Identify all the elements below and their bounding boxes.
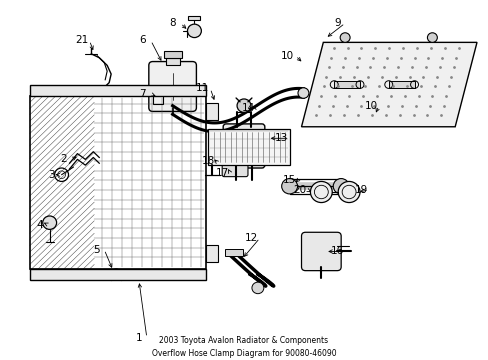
Text: Overflow Hose Clamp Diagram for 90080-46090: Overflow Hose Clamp Diagram for 90080-46… — [151, 349, 336, 358]
Text: 13: 13 — [274, 133, 288, 143]
Circle shape — [338, 181, 359, 203]
Text: 3: 3 — [48, 170, 55, 180]
Bar — [30, 85, 206, 96]
Text: 4: 4 — [37, 220, 43, 230]
Bar — [224, 249, 243, 256]
Bar — [188, 15, 200, 20]
Circle shape — [237, 99, 250, 112]
Bar — [208, 129, 289, 165]
Bar — [165, 58, 179, 66]
Bar — [206, 245, 218, 262]
Text: 9: 9 — [333, 18, 340, 28]
Bar — [206, 103, 218, 120]
Circle shape — [251, 282, 264, 294]
Text: 11: 11 — [195, 84, 208, 93]
FancyBboxPatch shape — [301, 232, 341, 271]
Text: 8: 8 — [169, 18, 176, 28]
Text: 1: 1 — [135, 333, 142, 343]
Text: 7: 7 — [139, 89, 146, 99]
Text: 16: 16 — [330, 247, 343, 256]
Circle shape — [427, 33, 436, 42]
Text: 10: 10 — [281, 51, 294, 61]
Bar — [30, 269, 206, 280]
Circle shape — [332, 179, 348, 194]
Text: 18: 18 — [201, 156, 215, 166]
Text: 10: 10 — [364, 101, 377, 111]
Text: 5: 5 — [93, 244, 100, 255]
Text: 20: 20 — [292, 185, 305, 195]
Text: 17: 17 — [215, 168, 228, 178]
Text: 19: 19 — [354, 185, 367, 195]
Circle shape — [187, 24, 201, 37]
Text: 21: 21 — [75, 35, 88, 45]
Text: 12: 12 — [245, 233, 258, 243]
Text: 6: 6 — [139, 35, 146, 45]
Polygon shape — [301, 42, 476, 127]
Circle shape — [281, 179, 297, 194]
Circle shape — [297, 88, 308, 98]
Bar — [152, 89, 163, 104]
Text: 15: 15 — [283, 175, 296, 185]
Bar — [333, 81, 359, 89]
Text: 14: 14 — [241, 103, 254, 113]
Circle shape — [42, 216, 57, 229]
FancyBboxPatch shape — [223, 124, 264, 168]
FancyBboxPatch shape — [148, 62, 196, 112]
Bar — [163, 51, 181, 58]
Text: 2: 2 — [60, 154, 67, 165]
FancyBboxPatch shape — [222, 161, 247, 177]
Text: 2003 Toyota Avalon Radiator & Components: 2003 Toyota Avalon Radiator & Components — [159, 337, 328, 346]
Circle shape — [310, 181, 331, 203]
Circle shape — [340, 33, 349, 42]
Bar — [388, 81, 414, 89]
